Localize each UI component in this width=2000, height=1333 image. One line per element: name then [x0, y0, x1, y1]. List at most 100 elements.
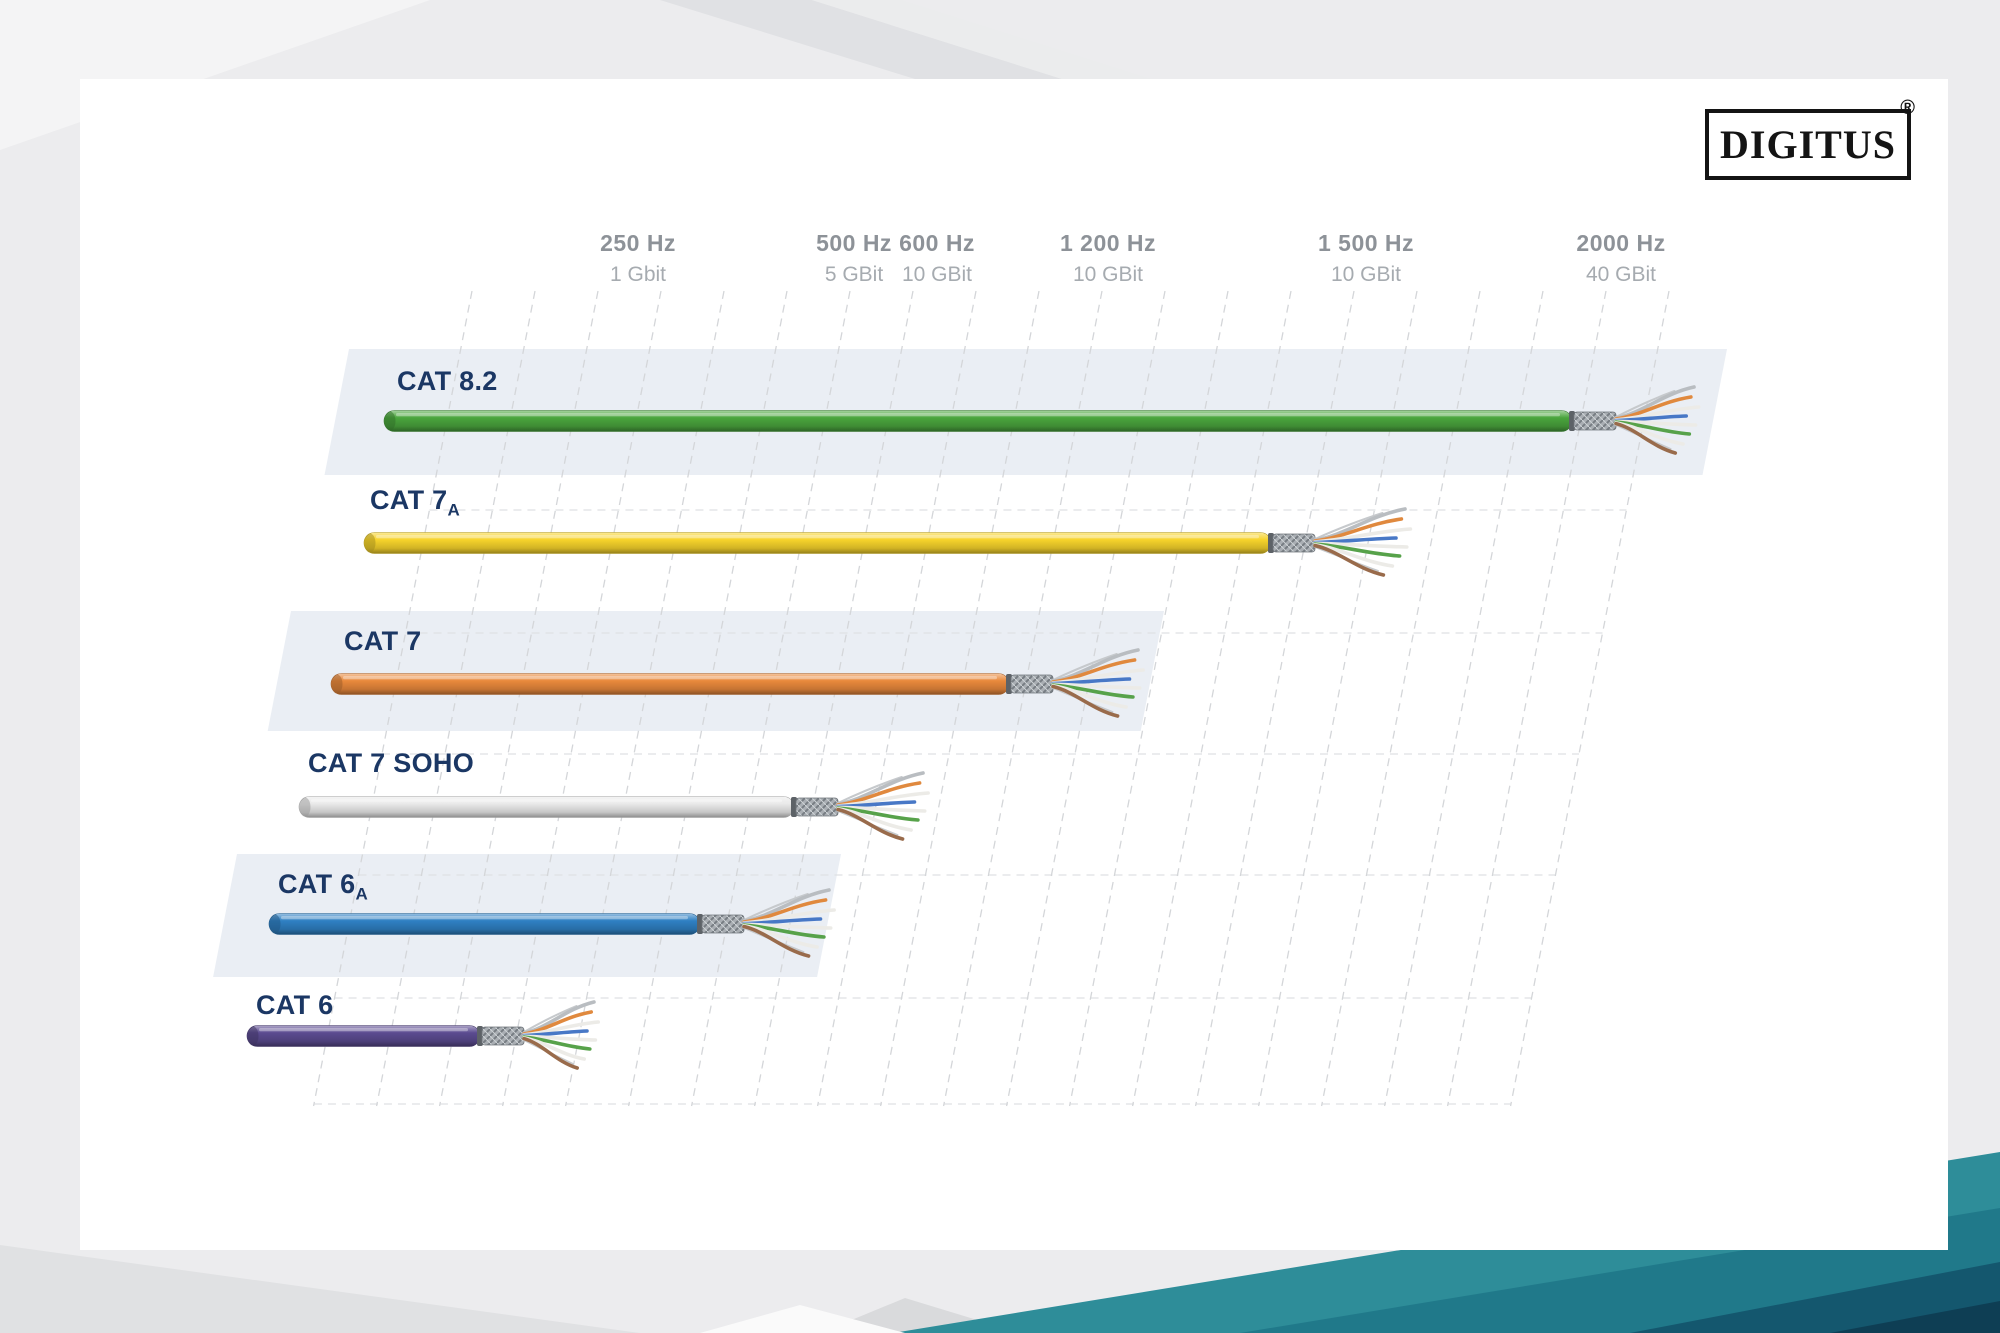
bitrate-label: 10 GBit: [1330, 263, 1402, 286]
cable-jacket-edge: [477, 1026, 483, 1046]
frequency-label: 1 500 Hz: [1317, 230, 1415, 256]
category-label-cat6: CAT 6: [256, 990, 334, 1021]
frequency-label: 250 Hz: [600, 230, 676, 256]
category-label-cat7a: CAT 7A: [370, 485, 461, 520]
grid-vline: [1068, 290, 1229, 1107]
category-text: CAT 6: [278, 869, 356, 899]
cable-end-cap: [331, 674, 343, 694]
bitrate-label: 10 GBit: [1072, 263, 1144, 286]
cable-shield-braid: [795, 797, 839, 817]
cable-shield-braid: [1573, 411, 1617, 431]
top-diagonal-stripe-light: [812, 0, 1152, 79]
axis-column-250hz: 250 Hz 1 Gbit: [600, 230, 676, 287]
twisted-pair-wire: [1614, 421, 1678, 455]
bitrate-label: 5 GBit: [824, 263, 884, 286]
grid-vline: [312, 290, 473, 1107]
logo-text: DIGITUS: [1720, 121, 1896, 167]
grid-vline: [627, 290, 788, 1107]
grid-vline: [942, 290, 1103, 1107]
grid-vline: [1005, 290, 1166, 1107]
cable-highlight: [343, 676, 997, 680]
cable-jacket-edge: [1006, 674, 1012, 694]
twisted-pair-wire: [1051, 684, 1120, 718]
bottom-white-notch: [700, 1305, 905, 1333]
grid-vline: [1509, 290, 1670, 1107]
frequency-label: 500 Hz: [816, 230, 892, 256]
shield-wisp: [837, 776, 903, 804]
cable-end-cap: [247, 1026, 259, 1046]
digitus-logo: DIGITUS ®: [1705, 97, 1915, 180]
shield-wisp: [743, 893, 809, 921]
grid-vline: [816, 290, 977, 1107]
category-subscript: A: [355, 884, 369, 904]
grid-vline: [1194, 290, 1355, 1107]
cable-highlight: [259, 1028, 468, 1032]
cable-end-cap: [384, 411, 396, 431]
cable-shield-braid: [481, 1026, 525, 1046]
grid-vline: [1257, 290, 1418, 1107]
cable-end-cap: [364, 533, 376, 553]
shield-wisp: [1615, 390, 1676, 418]
frequency-label: 600 Hz: [899, 230, 975, 256]
cable-jacket-edge: [1268, 533, 1274, 553]
corner-navy-wedge: [1830, 1301, 2000, 1333]
cable-jacket-edge: [791, 797, 797, 817]
category-text: CAT 7 SOHO: [308, 748, 475, 778]
grid-vline: [501, 290, 662, 1107]
cable-jacket-edge: [1569, 411, 1575, 431]
grid-vline: [1383, 290, 1544, 1107]
teal-band-darker: [1630, 1262, 2000, 1333]
cable-highlight: [376, 535, 1259, 539]
grid-vline: [1446, 290, 1607, 1107]
category-text: CAT 7: [344, 626, 422, 656]
category-label-cat82: CAT 8.2: [397, 366, 498, 397]
twisted-pair-wire: [742, 924, 811, 958]
grid-vline: [690, 290, 851, 1107]
row-band: [267, 611, 1164, 731]
axis-column-1200hz: 1 200 Hz 10 GBit: [1060, 230, 1156, 287]
category-text: CAT 7: [370, 485, 448, 515]
grid-vline: [564, 290, 725, 1107]
bitrate-label: 40 GBit: [1585, 263, 1657, 286]
grid-vline: [375, 290, 536, 1107]
grid-vline: [1320, 290, 1481, 1107]
shield-wisp: [1314, 512, 1384, 540]
grid-vline: [753, 290, 914, 1107]
bitrate-label: 1 Gbit: [609, 263, 667, 286]
grid-vline: [438, 290, 599, 1107]
cable-end-cap: [269, 914, 281, 934]
cable-shield-braid: [1272, 533, 1316, 553]
category-subscript: A: [447, 500, 461, 520]
bottom-left-gray-wedge: [0, 1245, 640, 1333]
category-label-cat7soho: CAT 7 SOHO: [308, 748, 474, 779]
cable-jacket-edge: [697, 914, 703, 934]
category-label-cat7: CAT 7: [344, 626, 422, 657]
axis-column-600hz: 600 Hz 10 GBit: [899, 230, 975, 287]
twisted-pair-wire: [522, 1036, 579, 1070]
category-text: CAT 6: [256, 990, 334, 1020]
category-text: CAT 8.2: [397, 366, 498, 396]
bitrate-label: 10 GBit: [901, 263, 973, 286]
twisted-pair-wire: [1313, 543, 1386, 577]
shield-wisp: [1052, 653, 1118, 681]
grid-vline: [1131, 290, 1292, 1107]
grid-vline: [879, 290, 1040, 1107]
twisted-pair-wire: [836, 807, 905, 841]
registered-mark-icon: ®: [1900, 97, 1915, 119]
cable-highlight: [396, 413, 1560, 417]
axis-column-500hz: 500 Hz 5 GBit: [816, 230, 892, 287]
shield-wisp: [523, 1005, 578, 1033]
cable-shield-braid: [1010, 674, 1054, 694]
cable-highlight: [311, 799, 782, 803]
cable-end-cap: [299, 797, 311, 817]
axis-column-2000hz: 2000 Hz 40 GBit: [1576, 230, 1665, 287]
cable-highlight: [281, 916, 688, 920]
top-diagonal-stripe: [660, 0, 1062, 79]
frequency-label: 1 200 Hz: [1059, 230, 1157, 256]
cable-shield-braid: [701, 914, 745, 934]
axis-column-1500hz: 1 500 Hz 10 GBit: [1318, 230, 1414, 287]
frequency-label: 2000 Hz: [1576, 230, 1666, 256]
category-label-cat6a: CAT 6A: [278, 869, 369, 904]
